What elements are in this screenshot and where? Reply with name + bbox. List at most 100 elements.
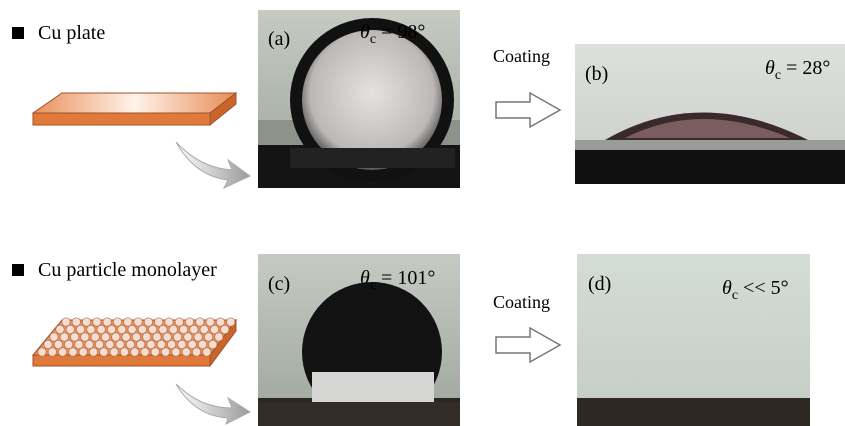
particle: [54, 340, 62, 348]
particle: [128, 325, 136, 333]
particle: [151, 348, 159, 356]
curved-arrow: [176, 142, 250, 188]
panel-tag: (d): [588, 273, 611, 295]
particle: [204, 333, 212, 341]
arrow: [496, 328, 560, 362]
arrow: [496, 93, 560, 127]
particle: [144, 318, 152, 326]
particle: [190, 325, 198, 333]
bullet: [12, 264, 24, 276]
particle: [44, 340, 52, 348]
particle: [107, 325, 115, 333]
particle: [147, 340, 155, 348]
particle: [70, 333, 78, 341]
particle: [100, 348, 108, 356]
particle: [161, 348, 169, 356]
particle: [143, 333, 151, 341]
panel-tag: (a): [268, 28, 290, 50]
particle: [227, 318, 235, 326]
particle: [159, 325, 167, 333]
particle: [97, 325, 105, 333]
panel-tag: (b): [585, 63, 608, 85]
particle: [132, 333, 140, 341]
particle: [58, 348, 66, 356]
angle: = 101°: [376, 267, 435, 289]
particle: [203, 348, 211, 356]
particle: [122, 333, 130, 341]
particle: [72, 318, 80, 326]
particle: [66, 325, 74, 333]
particle: [116, 340, 124, 348]
particle: [165, 318, 173, 326]
particle: [89, 348, 97, 356]
particle: [64, 340, 72, 348]
particle: [216, 318, 224, 326]
particle: [141, 348, 149, 356]
particle: [175, 318, 183, 326]
particle: [120, 348, 128, 356]
particle: [196, 318, 204, 326]
particle: [206, 318, 214, 326]
particle: [75, 340, 83, 348]
particle: [188, 340, 196, 348]
particle: [126, 340, 134, 348]
cu-plate: [33, 93, 236, 125]
particle: [113, 318, 121, 326]
particle: [198, 340, 206, 348]
particle: [179, 325, 187, 333]
particle: [50, 333, 58, 341]
particle: [167, 340, 175, 348]
particle: [163, 333, 171, 341]
bullet: [12, 27, 24, 39]
particle: [48, 348, 56, 356]
particle: [76, 325, 84, 333]
particle: [62, 318, 70, 326]
particle: [172, 348, 180, 356]
particle: [106, 340, 114, 348]
curved-arrow: [176, 384, 250, 424]
angle: = 98°: [376, 21, 425, 43]
particle: [138, 325, 146, 333]
particle: [87, 325, 95, 333]
theta: θ: [765, 57, 775, 79]
theta: θ: [360, 267, 370, 289]
arrow-label: Coating: [493, 292, 550, 312]
figure: Cu plate (a) θc = 98° Coating (b) θc = 2…: [0, 0, 845, 426]
particle: [178, 340, 186, 348]
particle: [91, 333, 99, 341]
particle: [82, 318, 90, 326]
particle: [215, 333, 223, 341]
particle: [95, 340, 103, 348]
row-label: Cu plate: [38, 22, 105, 44]
particle: [155, 318, 163, 326]
particle: [112, 333, 120, 341]
particle: [134, 318, 142, 326]
particle: [200, 325, 208, 333]
particle: [85, 340, 93, 348]
particle: [192, 348, 200, 356]
particle: [194, 333, 202, 341]
theta: θ: [360, 21, 370, 43]
particle: [93, 318, 101, 326]
particle: [182, 348, 190, 356]
arrow-label: Coating: [493, 46, 550, 66]
angle: << 5°: [738, 277, 789, 299]
particle: [157, 340, 165, 348]
particle: [153, 333, 161, 341]
particle: [184, 333, 192, 341]
particle: [56, 325, 64, 333]
particle: [118, 325, 126, 333]
particle: [69, 348, 77, 356]
particle: [169, 325, 177, 333]
particle: [221, 325, 229, 333]
particle: [149, 325, 157, 333]
particle: [79, 348, 87, 356]
cu-particle-plate: [33, 318, 236, 366]
particle: [185, 318, 193, 326]
particle: [210, 325, 218, 333]
particle: [209, 340, 217, 348]
particle: [81, 333, 89, 341]
angle: = 28°: [781, 57, 830, 79]
panel-tag: (c): [268, 273, 290, 295]
particle: [173, 333, 181, 341]
